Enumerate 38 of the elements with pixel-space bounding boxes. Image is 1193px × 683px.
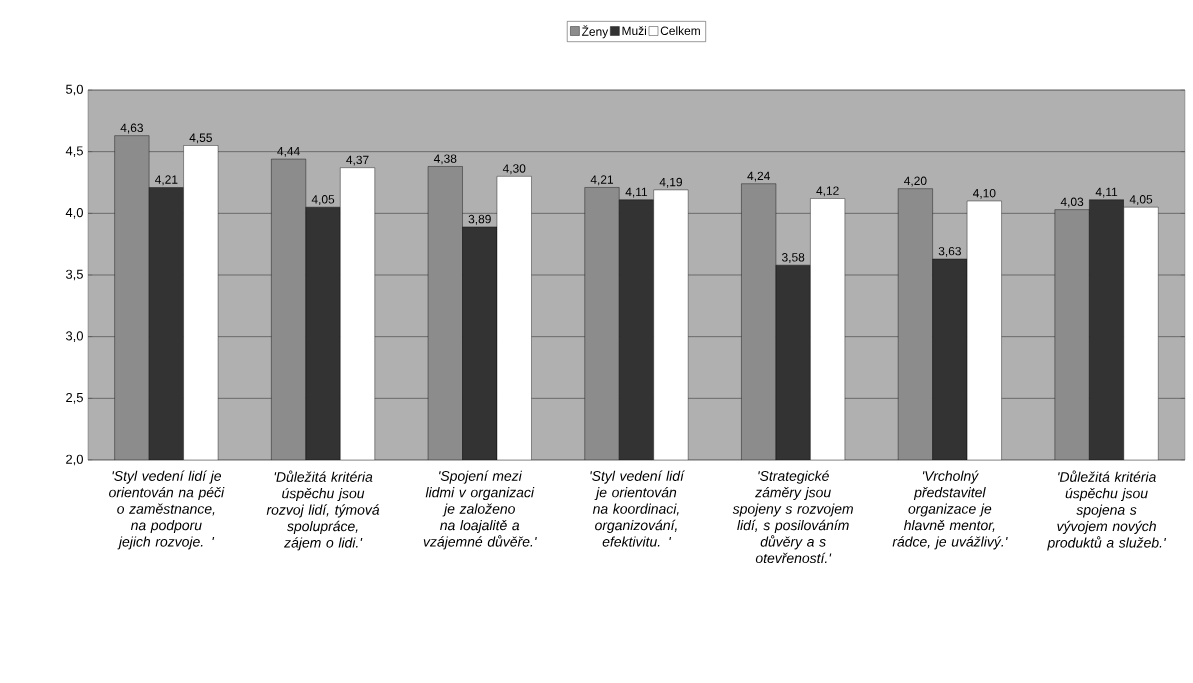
data-label: 3,89 (468, 214, 491, 225)
data-label: 4,38 (433, 154, 457, 165)
data-label: 4,05 (311, 195, 335, 205)
data-label: 4,55 (189, 133, 212, 144)
data-label: 4,63 (120, 123, 143, 134)
y-tick-label: 4,0 (65, 207, 83, 219)
data-label: 4,21 (155, 175, 178, 186)
data-label: 4,10 (972, 188, 996, 199)
data-label: 4,05 (1129, 195, 1153, 205)
data-label: 3,58 (781, 253, 805, 263)
x-tick-label: 'Důležitá kritéria úspěchu jsou spojena s vývojem nových produktů a služeb.' (1047, 470, 1167, 551)
data-label: 4,11 (1095, 187, 1118, 198)
y-tick-label: 3,5 (65, 269, 83, 281)
x-tick-label: 'Styl vedení lidí je orientován na koordinaci, organizování, efektivitu. ' (590, 470, 686, 547)
data-label: 4,20 (904, 176, 927, 187)
data-label: 4,37 (346, 155, 369, 166)
x-tick-label: 'Strategické záměry jsou spojeny s rozvojem lidí, s posilováním důvěry a s otevřeností.' (732, 470, 853, 564)
data-label: 4,11 (625, 187, 648, 198)
data-label: 4,30 (502, 164, 526, 175)
data-label: 4,21 (590, 175, 614, 186)
y-tick-label: 2,5 (66, 392, 83, 404)
data-label: 3,63 (938, 246, 961, 257)
data-label: 4,19 (659, 177, 682, 188)
y-tick-label: 3,0 (65, 331, 83, 343)
data-label: 4,24 (747, 171, 770, 182)
data-label: 4,03 (1060, 197, 1084, 208)
x-tick-label: 'Styl vedení lidí je orientován na péči o zaměstnance, na podporu jejich rozvoje. ' (109, 470, 225, 550)
legend-label: Muži (622, 26, 646, 36)
legend-label: Celkem (660, 26, 700, 35)
data-label: 4,44 (277, 147, 300, 157)
y-tick-label: 2,0 (66, 454, 83, 466)
y-tick-label: 5,0 (66, 84, 83, 96)
x-tick-label: 'Spojení mezi lidmi v organizaci je založeno na loajalitě a vzájemné důvěře.' (423, 470, 537, 550)
y-tick-label: 4,5 (65, 146, 83, 157)
x-tick-label: 'Důležitá kritéria úspěchu jsou rozvoj lidí, týmová spolupráce, zájem o lidi.' (266, 470, 380, 551)
legend-label: Ženy (581, 25, 609, 39)
data-label: 4,12 (816, 186, 839, 197)
x-tick-label: 'Vrcholný představitel organizace je hlavně mentor, rádce, je uvážlivý.' (892, 470, 1008, 550)
